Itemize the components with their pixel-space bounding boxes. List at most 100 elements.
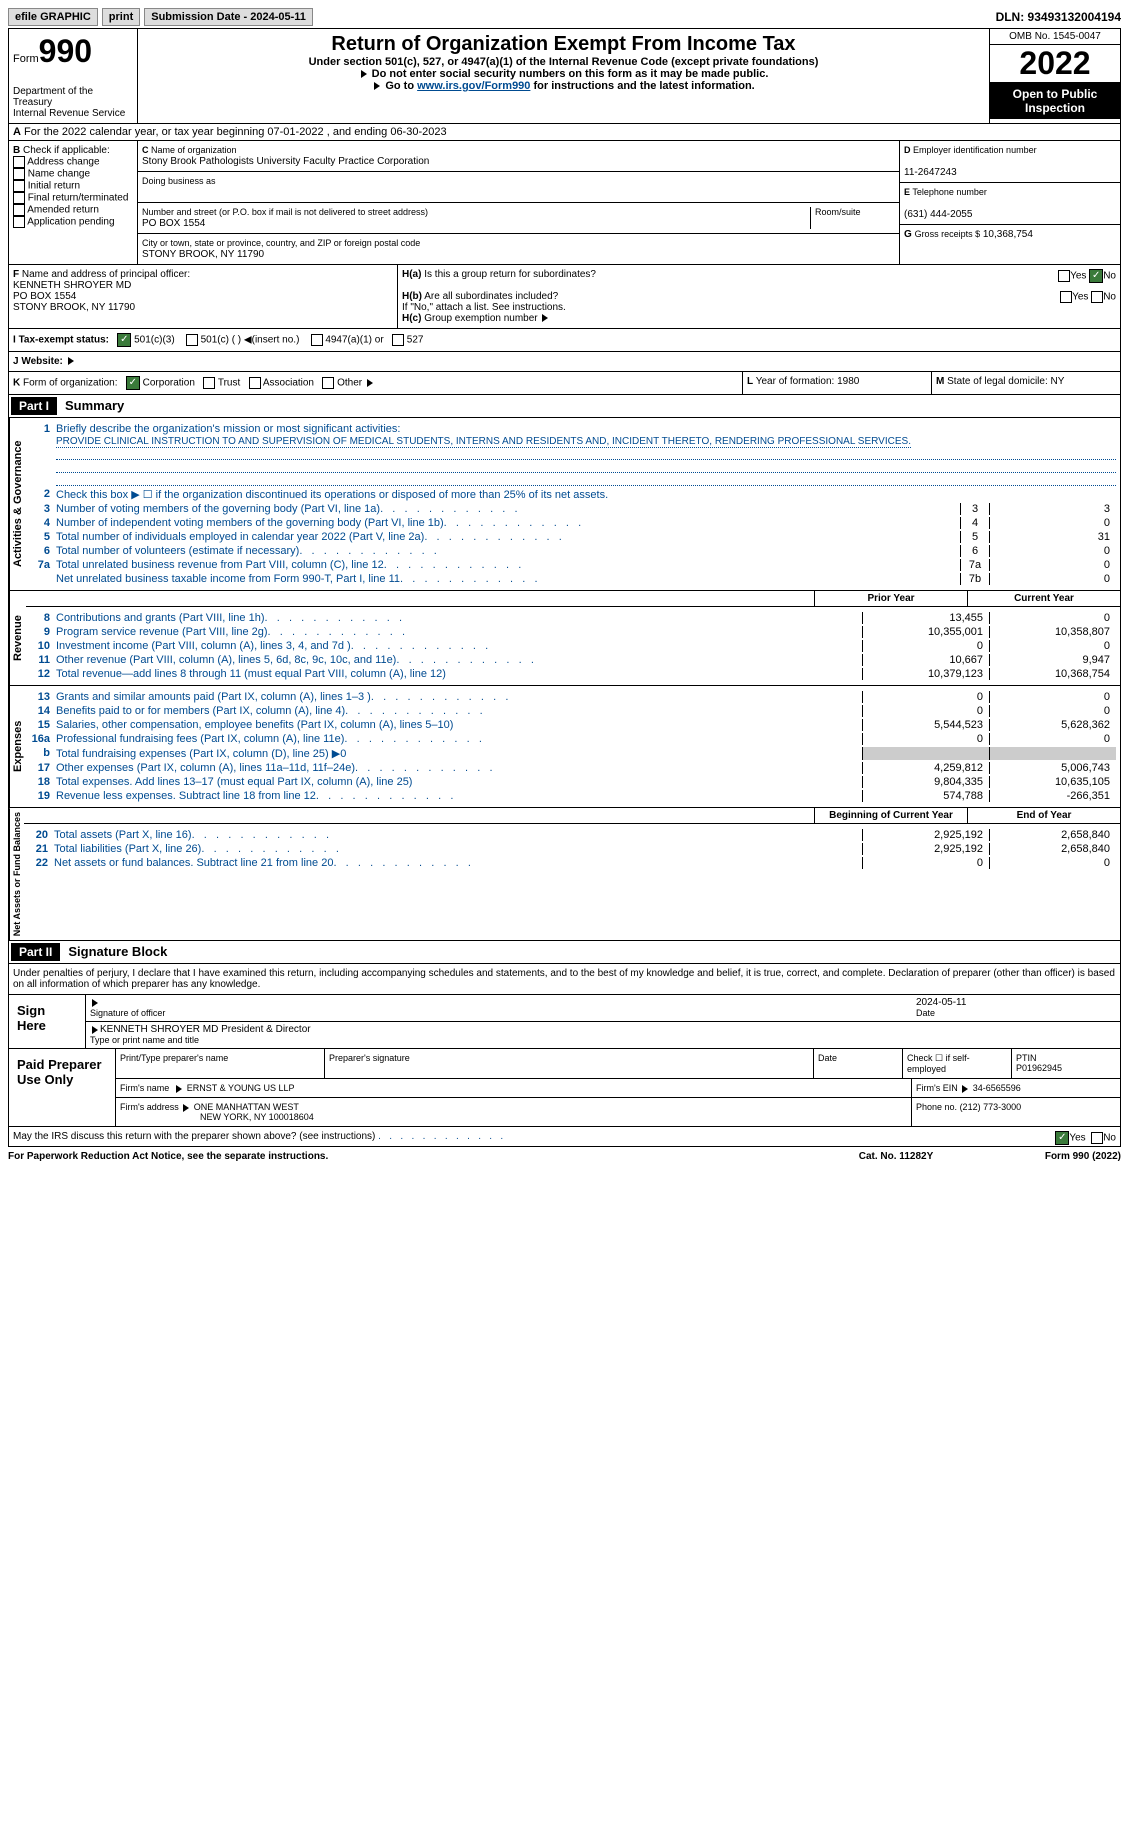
l12-prior: 10,379,123	[862, 668, 989, 680]
activities-governance-label: Activities & Governance	[9, 418, 26, 590]
l5-val: 31	[990, 531, 1116, 543]
end-year-hdr: End of Year	[967, 808, 1120, 823]
chk-self-employed[interactable]: Check ☐ if self-employed	[907, 1053, 970, 1074]
l15-prior: 5,544,523	[862, 719, 989, 731]
firm-phone: (212) 773-3000	[960, 1102, 1022, 1112]
l16a-curr: 0	[989, 733, 1116, 745]
sign-date: 2024-05-11	[916, 997, 966, 1008]
chk-initial[interactable]: Initial return	[28, 181, 80, 192]
prior-year-hdr: Prior Year	[814, 591, 967, 606]
discuss-question: May the IRS discuss this return with the…	[13, 1131, 375, 1142]
officer-addr2: STONY BROOK, NY 11790	[13, 302, 135, 313]
l7a-val: 0	[990, 559, 1116, 571]
l4-val: 0	[990, 517, 1116, 529]
dln: DLN: 93493132004194	[996, 10, 1121, 24]
l10-prior: 0	[862, 640, 989, 652]
open-public: Open to Public Inspection	[990, 83, 1120, 119]
top-bar: efile GRAPHIC print Submission Date - 20…	[8, 8, 1121, 26]
l9-prior: 10,355,001	[862, 626, 989, 638]
telephone: (631) 444-2055	[904, 209, 972, 220]
l22-begin: 0	[862, 857, 989, 869]
revenue-label: Revenue	[9, 591, 26, 685]
efile-button[interactable]: efile GRAPHIC	[8, 8, 98, 26]
tax-exempt-status: I Tax-exempt status: ✓ 501(c)(3) 501(c) …	[8, 329, 1121, 352]
omb-number: OMB No. 1545-0047	[990, 29, 1120, 45]
org-name: Stony Brook Pathologists University Facu…	[142, 156, 429, 167]
l14-prior: 0	[862, 705, 989, 717]
l8-curr: 0	[989, 612, 1116, 624]
city-state-zip: STONY BROOK, NY 11790	[142, 249, 264, 260]
sign-here-label: Sign Here	[9, 995, 86, 1048]
paid-preparer-label: Paid Preparer Use Only	[9, 1049, 116, 1126]
l11-curr: 9,947	[989, 654, 1116, 666]
l22-end: 0	[989, 857, 1116, 869]
pra-notice: For Paperwork Reduction Act Notice, see …	[8, 1151, 821, 1162]
col-b-checkboxes: B Check if applicable: Address change Na…	[9, 141, 138, 264]
form-title: Return of Organization Exempt From Incom…	[142, 33, 985, 56]
l17-prior: 4,259,812	[862, 762, 989, 774]
chk-name[interactable]: Name change	[28, 169, 90, 180]
arrow-icon	[361, 70, 367, 78]
l17-curr: 5,006,743	[989, 762, 1116, 774]
l16a-prior: 0	[862, 733, 989, 745]
row-a-tax-year: A For the 2022 calendar year, or tax yea…	[8, 124, 1121, 141]
expenses-label: Expenses	[9, 686, 26, 807]
begin-year-hdr: Beginning of Current Year	[814, 808, 967, 823]
l6-val: 0	[990, 545, 1116, 557]
line-2: Check this box ▶ ☐ if the organization d…	[56, 488, 1116, 501]
l3-val: 3	[990, 503, 1116, 515]
form-number: 990	[39, 33, 92, 69]
l9-curr: 10,358,807	[989, 626, 1116, 638]
l19-prior: 574,788	[862, 790, 989, 802]
chk-address[interactable]: Address change	[27, 157, 99, 168]
irs-label: Internal Revenue Service	[13, 108, 133, 119]
dept-treasury: Department of the Treasury	[13, 86, 133, 108]
subtitle-3a: Go to	[385, 80, 417, 92]
arrow-icon	[374, 82, 380, 90]
l13-curr: 0	[989, 691, 1116, 703]
signer-name: KENNETH SHROYER MD President & Director	[100, 1024, 311, 1035]
irs-link[interactable]: www.irs.gov/Form990	[417, 80, 530, 92]
l21-begin: 2,925,192	[862, 843, 989, 855]
state-domicile: NY	[1051, 376, 1065, 387]
form-label: Form	[13, 53, 39, 65]
l18-prior: 9,804,335	[862, 776, 989, 788]
ptin: P01962945	[1016, 1063, 1062, 1073]
firm-addr1: ONE MANHATTAN WEST	[194, 1102, 299, 1112]
l12-curr: 10,368,754	[989, 668, 1116, 680]
part-ii-header: Part II	[11, 943, 60, 961]
firm-addr2: NEW YORK, NY 100018604	[200, 1112, 314, 1122]
print-button[interactable]: print	[102, 8, 140, 26]
l20-end: 2,658,840	[989, 829, 1116, 841]
l15-curr: 5,628,362	[989, 719, 1116, 731]
officer-name: KENNETH SHROYER MD	[13, 280, 131, 291]
chk-pending[interactable]: Application pending	[27, 217, 114, 228]
gross-receipts: 10,368,754	[983, 229, 1033, 240]
form-header: Form990 Department of the Treasury Inter…	[8, 28, 1121, 124]
cat-no: Cat. No. 11282Y	[821, 1151, 971, 1162]
l18-curr: 10,635,105	[989, 776, 1116, 788]
chk-corp[interactable]: ✓	[126, 376, 140, 390]
subtitle-2: Do not enter social security numbers on …	[372, 68, 769, 80]
submission-date: Submission Date - 2024-05-11	[144, 8, 313, 26]
l19-curr: -266,351	[989, 790, 1116, 802]
firm-name: ERNST & YOUNG US LLP	[187, 1083, 295, 1093]
l8-prior: 13,455	[862, 612, 989, 624]
subtitle-3b: for instructions and the latest informat…	[530, 80, 754, 92]
address: PO BOX 1554	[142, 218, 205, 229]
subtitle-1: Under section 501(c), 527, or 4947(a)(1)…	[142, 56, 985, 68]
l11-prior: 10,667	[862, 654, 989, 666]
firm-ein: 34-6565596	[973, 1083, 1021, 1093]
l13-prior: 0	[862, 691, 989, 703]
l14-curr: 0	[989, 705, 1116, 717]
declaration: Under penalties of perjury, I declare th…	[8, 964, 1121, 995]
chk-final[interactable]: Final return/terminated	[28, 193, 129, 204]
l21-end: 2,658,840	[989, 843, 1116, 855]
part-i-header: Part I	[11, 397, 57, 415]
l20-begin: 2,925,192	[862, 829, 989, 841]
chk-discuss-yes[interactable]: ✓	[1055, 1131, 1069, 1145]
mission-text: PROVIDE CLINICAL INSTRUCTION TO AND SUPE…	[56, 436, 911, 448]
l10-curr: 0	[989, 640, 1116, 652]
chk-amended[interactable]: Amended return	[27, 205, 99, 216]
chk-501c3[interactable]: ✓	[117, 333, 131, 347]
